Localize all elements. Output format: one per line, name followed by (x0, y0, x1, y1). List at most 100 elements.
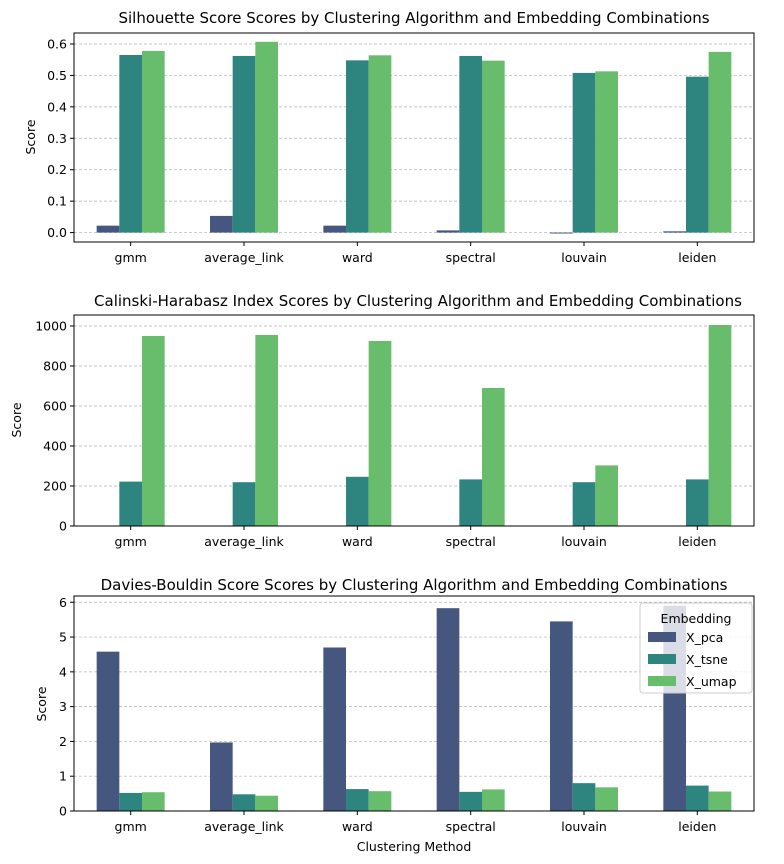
bar-x-umap-gmm (142, 50, 165, 233)
y-tick-label: 0.4 (47, 99, 67, 114)
bar-x-pca-average-link (210, 742, 233, 811)
x-tick-label: louvain (561, 250, 607, 265)
bar-x-pca-louvain (550, 621, 573, 811)
bar-x-pca-spectral (436, 608, 460, 811)
plot-area: 0 200 400 600 800 1000 gmm average_link ward spec… (35, 314, 755, 549)
y-tick-label: 1000 (35, 319, 67, 334)
x-tick-label: gmm (115, 534, 147, 549)
x-tick-label: ward (342, 250, 373, 265)
y-tick-label: 4 (59, 664, 67, 679)
bar-x-tsne-spectral (459, 479, 482, 526)
bar-x-pca-gmm (96, 651, 120, 811)
x-tick-label: leiden (678, 250, 716, 265)
bar-x-pca-average-link (210, 215, 233, 233)
axes-frame (73, 314, 755, 527)
x-tick-label: leiden (678, 534, 716, 549)
y-tick-label: 600 (43, 399, 67, 414)
bar-x-umap-louvain (595, 71, 618, 233)
bar-x-pca-louvain (550, 232, 573, 234)
y-tick-label: 3 (59, 699, 67, 714)
bar-x-umap-gmm (142, 336, 165, 526)
bar-x-umap-spectral (482, 789, 505, 811)
bar-x-tsne-spectral (459, 55, 482, 233)
bar-x-umap-ward (368, 341, 392, 526)
bar-x-pca-ward (323, 225, 346, 233)
bar-x-tsne-louvain (572, 72, 596, 233)
bar-x-umap-leiden (708, 791, 732, 811)
y-tick-label: 0.0 (47, 225, 67, 240)
bar-x-umap-average-link (255, 41, 278, 233)
y-tick-label: 0.2 (47, 162, 67, 177)
y-tick-label: 0.3 (47, 131, 67, 146)
bar-x-tsne-gmm (119, 481, 142, 526)
bar-x-tsne-gmm (119, 55, 142, 233)
axes-frame (73, 595, 755, 812)
x-tick-label: ward (342, 534, 373, 549)
y-tick-label: 0 (59, 519, 67, 534)
bar-x-umap-average-link (255, 335, 278, 526)
legend: Embedding X_pca X_tsne X_umap (639, 602, 753, 694)
legend-label-x-tsne: X_tsne (686, 652, 728, 667)
y-tick-label: 1 (59, 769, 67, 784)
y-tick-label: 0 (59, 804, 67, 819)
x-tick-label: gmm (115, 250, 147, 265)
x-tick-label: louvain (561, 819, 607, 834)
x-tick-label: leiden (678, 819, 716, 834)
bar-x-pca-gmm (96, 225, 120, 233)
x-tick-label: average_link (204, 534, 284, 549)
legend-label-x-umap: X_umap (686, 674, 737, 689)
y-tick-label: 800 (43, 359, 67, 374)
legend-swatch-x-tsne (648, 654, 676, 664)
calinski-harabasz-chart: Calinski-Harabasz Index Scores by Cluste… (9, 292, 755, 549)
x-tick-label: gmm (115, 819, 147, 834)
y-tick-label: 400 (43, 439, 67, 454)
bar-x-tsne-louvain (572, 482, 596, 526)
x-tick-label: spectral (446, 819, 496, 834)
bar-x-tsne-leiden (686, 785, 709, 811)
x-tick-label: louvain (561, 534, 607, 549)
bar-x-tsne-ward (346, 789, 369, 811)
bar-x-umap-louvain (595, 787, 618, 811)
plot-area: 0 1 2 3 4 5 6 gmm average_link ward spectral louvai… (59, 595, 755, 834)
bar-x-tsne-spectral (459, 791, 482, 811)
plot-area: 0.0 0.1 0.2 0.3 0.4 0.5 0.6 gmm average_link ward… (47, 32, 755, 265)
bar-x-umap-gmm (142, 792, 165, 811)
y-tick-label: 200 (43, 479, 67, 494)
x-tick-label: ward (342, 819, 373, 834)
x-tick-label: spectral (446, 534, 496, 549)
y-tick-label: 0.1 (47, 194, 67, 209)
y-tick-label: 2 (59, 734, 67, 749)
chart-title: Silhouette Score Scores by Clustering Al… (118, 9, 709, 27)
x-tick-label: spectral (446, 250, 496, 265)
bar-x-tsne-leiden (686, 479, 709, 526)
bar-x-tsne-ward (346, 476, 369, 526)
x-tick-label: average_link (204, 250, 284, 265)
legend-swatch-x-umap (648, 676, 676, 686)
bar-x-umap-leiden (708, 325, 732, 526)
silhouette-chart: Silhouette Score Scores by Clustering Al… (23, 9, 755, 265)
bar-x-umap-spectral (482, 388, 505, 526)
legend-label-x-pca: X_pca (686, 630, 723, 645)
bar-x-tsne-leiden (686, 76, 709, 233)
bar-x-pca-ward (323, 647, 346, 811)
bar-x-tsne-average-link (232, 794, 256, 811)
bar-x-umap-average-link (255, 795, 278, 811)
bar-x-umap-louvain (595, 465, 618, 526)
bar-x-umap-ward (368, 55, 392, 233)
bar-x-pca-leiden (663, 231, 686, 233)
chart-title: Calinski-Harabasz Index Scores by Cluste… (94, 292, 742, 310)
y-tick-label: 0.5 (47, 68, 67, 83)
bar-x-tsne-ward (346, 60, 369, 233)
bar-x-umap-leiden (708, 51, 732, 233)
bar-x-pca-spectral (436, 230, 460, 233)
bar-x-tsne-average-link (232, 482, 256, 526)
y-tick-label: 0.6 (47, 37, 67, 52)
bar-x-tsne-gmm (119, 792, 142, 811)
y-tick-label: 6 (59, 595, 67, 610)
y-axis-label: Score (34, 686, 49, 721)
y-axis-label: Score (9, 402, 24, 437)
bar-x-umap-ward (368, 791, 392, 811)
y-axis-label: Score (23, 119, 38, 154)
bar-x-tsne-average-link (232, 55, 256, 233)
